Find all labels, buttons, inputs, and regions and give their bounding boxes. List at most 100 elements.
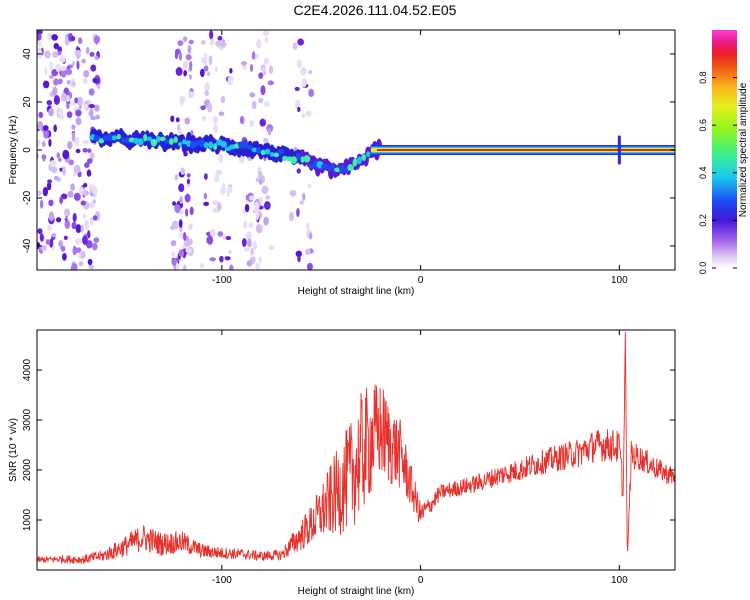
spectrogram-speckle <box>85 239 93 249</box>
spectrogram-speckle <box>57 51 62 56</box>
spectrogram-speckle <box>219 255 224 263</box>
colorbar-ticks: 0.0 0.2 0.4 0.6 0.8 <box>698 71 737 274</box>
y-tick-label: 2000 <box>22 458 33 481</box>
spectrogram-speckle <box>37 47 42 53</box>
ridge-highlight <box>330 163 336 171</box>
spectrogram-speckle <box>86 158 93 164</box>
spectrogram-speckle <box>240 61 248 66</box>
spectrogram-speckle <box>174 204 181 213</box>
spectrogram-speckle <box>297 255 301 263</box>
spectrogram-speckle <box>288 211 294 222</box>
spectrogram-speckle <box>170 240 177 247</box>
spectrogram-speckle <box>178 128 182 135</box>
spectrogram-speckle <box>182 61 188 70</box>
ridge-highlight <box>146 136 153 142</box>
spectrogram-speckle <box>62 166 67 176</box>
y-tick-label: 4000 <box>22 358 33 381</box>
ridge-highlight <box>98 138 105 144</box>
spectrogram-speckle <box>90 64 97 72</box>
spectrogram-speckle <box>49 61 53 71</box>
spectrogram-speckle <box>82 147 88 153</box>
spectrogram-speckle <box>212 199 219 206</box>
spectrogram-speckle <box>66 111 73 119</box>
spectrogram-speckle <box>263 137 269 143</box>
spectrogram-speckle <box>74 247 82 253</box>
spectrogram-speckle <box>65 103 70 109</box>
spectrogram-speckle <box>308 88 315 98</box>
spectrogram-speckle <box>267 245 275 251</box>
spectrogram-speckle <box>258 72 264 79</box>
spectrogram-speckle <box>83 103 89 110</box>
spectrogram-speckle <box>203 192 207 200</box>
spectrogram-speckle <box>183 231 187 242</box>
spectrogram-speckle <box>254 201 260 212</box>
spectrogram-speckle <box>53 94 60 105</box>
spectrogram-speckle <box>178 219 183 228</box>
ridge-highlight <box>143 133 148 142</box>
spectrogram-speckle <box>222 235 227 240</box>
spectrogram-speckle <box>178 51 182 61</box>
spectrogram-speckle <box>249 195 255 201</box>
spectrogram-speckle <box>189 206 194 216</box>
spectrogram-speckle <box>61 92 67 102</box>
spectrogram-speckle <box>75 109 82 117</box>
spectrogram-speckle <box>73 164 81 174</box>
ridge-highlight <box>106 133 114 142</box>
spectrogram-speckle <box>184 193 191 203</box>
spectrogram-speckle <box>65 68 73 76</box>
spectrogram-speckle <box>182 36 188 42</box>
spectrogram-speckle <box>86 230 91 239</box>
x-tick-label: -100 <box>212 275 232 286</box>
ridge-highlight <box>181 139 188 145</box>
spectrogram-speckle <box>80 200 86 206</box>
spectrogram-speckle <box>94 55 99 61</box>
spectrogram-speckle <box>252 240 258 251</box>
spectrogram-speckle <box>215 169 223 176</box>
ridge-highlight <box>269 151 274 157</box>
spectrogram-speckle <box>203 65 209 72</box>
spectrogram-speckle <box>187 223 193 231</box>
spectrogram-speckle <box>255 224 263 234</box>
spectrogram-speckle <box>200 57 206 64</box>
spectrogram-speckle <box>203 201 210 207</box>
snr-series-line <box>37 331 675 565</box>
spectrogram-speckle <box>209 257 216 262</box>
spectrogram-speckle <box>63 208 71 217</box>
spectrogram-speckle <box>86 169 92 177</box>
snr-frame <box>36 329 676 571</box>
spectrogram-speckle <box>43 128 49 139</box>
spectrogram-x-axis-label: Height of straight line (km) <box>298 286 415 297</box>
spectrogram-speckle <box>257 170 263 180</box>
spectrogram-speckle <box>78 261 84 267</box>
spectrogram-speckle <box>200 105 206 111</box>
spectrogram-speckle <box>80 224 85 234</box>
spectrogram-speckle <box>84 162 90 169</box>
colorbar-gradient <box>712 30 737 268</box>
spectrogram-speckle <box>93 104 100 112</box>
ridge-highlight <box>295 152 301 160</box>
spectrogram-panel: -100 0 100 -40 -20 0 20 40 Height of straight … <box>8 29 676 297</box>
spectrogram-speckle <box>245 231 252 240</box>
ridge-highlight <box>361 153 367 161</box>
spectrogram-speckle <box>44 66 48 76</box>
spectrogram-speckle <box>217 202 222 212</box>
spectrogram-speckle <box>239 115 245 125</box>
spectrogram-speckle <box>245 194 250 201</box>
spectrogram-speckle <box>249 92 256 98</box>
spectrogram-y-ticks: -40 -20 0 20 40 <box>22 48 675 253</box>
spectrogram-speckle <box>175 262 180 270</box>
spectrogram-speckle <box>37 120 44 131</box>
spectrogram-speckle <box>209 228 216 238</box>
spectrogram-speckle <box>49 160 57 168</box>
spectrogram-speckle <box>57 78 63 85</box>
spectrogram-speckle <box>307 183 312 189</box>
spectrogram-speckle <box>70 183 75 191</box>
spectrogram-speckle <box>258 177 263 186</box>
spectrogram-speckle <box>204 81 210 92</box>
spectrogram-speckle <box>174 50 179 60</box>
spectrogram-speckle <box>255 210 260 221</box>
spectrogram-speckle <box>229 68 233 74</box>
spectrogram-speckle <box>90 115 97 121</box>
spectrogram-speckle <box>185 54 192 61</box>
spectrogram-speckle <box>186 178 191 185</box>
